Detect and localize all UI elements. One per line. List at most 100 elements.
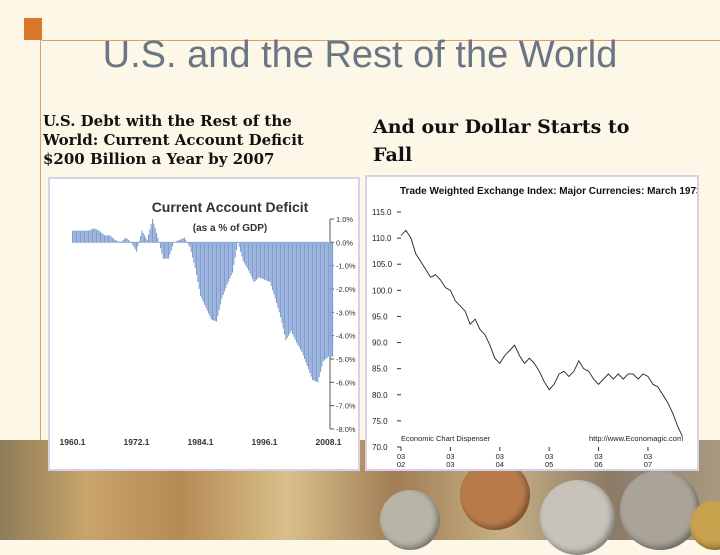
- chart-title: Current Account Deficit: [152, 199, 309, 215]
- bar: [269, 242, 271, 282]
- bar: [160, 242, 162, 249]
- bar: [212, 242, 214, 320]
- bar: [76, 230, 78, 243]
- bar: [230, 242, 232, 276]
- bar: [258, 242, 260, 278]
- bar: [262, 242, 264, 280]
- bar: [90, 229, 92, 243]
- bar: [152, 219, 154, 243]
- bar: [73, 230, 75, 243]
- bar: [222, 242, 224, 295]
- bar: [305, 242, 307, 363]
- bar: [290, 242, 292, 331]
- bar: [285, 242, 287, 341]
- bar: [116, 240, 118, 243]
- current-account-deficit-chart: Current Account Deficit (as a % of GDP) 1.…: [60, 199, 356, 447]
- bar: [153, 223, 155, 243]
- y-tick-label: 115.0: [372, 208, 392, 217]
- x-tick-label: 1996.1: [252, 437, 278, 447]
- bar: [280, 242, 282, 317]
- bar: [248, 242, 250, 271]
- bar: [218, 242, 220, 310]
- bar: [162, 242, 164, 259]
- y-tick-label: 1.0%: [336, 215, 353, 224]
- y-tick-label: -4.0%: [336, 332, 356, 341]
- bar: [326, 242, 328, 358]
- title-underline: [42, 40, 720, 41]
- bar: [314, 242, 316, 382]
- bar: [170, 242, 172, 251]
- x-tick-label-top: 03: [446, 452, 454, 461]
- bar: [317, 242, 319, 383]
- bar: [117, 241, 119, 243]
- bar: [165, 242, 167, 259]
- bar: [94, 228, 96, 243]
- bar: [134, 242, 136, 250]
- bar: [104, 235, 106, 243]
- bar: [206, 242, 208, 311]
- bar: [260, 242, 262, 278]
- y-tick-label: 110.0: [372, 234, 392, 243]
- bar: [298, 242, 300, 348]
- bar: [144, 235, 146, 243]
- bar: [150, 224, 152, 243]
- exchange-index-chart-panel: Trade Weighted Exchange Index: Major Cur…: [365, 175, 720, 471]
- source-left: Economic Chart Dispenser: [401, 434, 491, 443]
- y-tick-label: 75.0: [372, 417, 388, 426]
- bar: [257, 242, 259, 279]
- y-tick-label: 70.0: [372, 443, 388, 452]
- bar: [149, 229, 151, 243]
- bar: [309, 242, 311, 373]
- bar: [252, 242, 254, 280]
- y-tick-label: -6.0%: [336, 378, 356, 387]
- y-tick-label: -1.0%: [336, 262, 356, 271]
- bar: [101, 233, 103, 243]
- bar: [100, 231, 102, 243]
- current-account-chart-panel: Current Account Deficit (as a % of GDP) 1.…: [48, 177, 360, 471]
- bar: [72, 230, 74, 243]
- x-tick-label: 2008.1: [316, 437, 342, 447]
- slide-title: U.S. and the Rest of the World: [102, 34, 618, 76]
- bar: [310, 242, 312, 377]
- bar: [221, 242, 223, 299]
- bar: [86, 230, 88, 243]
- bar: [110, 236, 112, 243]
- bar: [133, 242, 135, 247]
- bar: [156, 233, 158, 243]
- x-tick-label-top: 03: [496, 452, 504, 461]
- bar: [180, 239, 182, 243]
- bar: [113, 238, 115, 243]
- bar: [240, 242, 242, 252]
- bar: [89, 230, 91, 243]
- y-tick-label: -2.0%: [336, 285, 356, 294]
- bar: [80, 230, 82, 243]
- bar: [181, 238, 183, 243]
- bar: [214, 242, 216, 322]
- bar: [232, 242, 234, 273]
- bar: [249, 242, 251, 274]
- x-tick-label-top: 03: [594, 452, 602, 461]
- exchange-index-chart: Trade Weighted Exchange Index: Major Cur…: [372, 186, 720, 469]
- bar: [129, 241, 131, 243]
- bar: [93, 228, 95, 243]
- y-tick-label: 100.0: [372, 286, 393, 295]
- bar: [98, 230, 100, 243]
- x-tick-label-bottom: 03: [446, 460, 454, 469]
- bar: [325, 242, 327, 359]
- y-tick-label: -7.0%: [336, 402, 356, 411]
- bar: [284, 242, 286, 335]
- bar: [276, 242, 278, 303]
- bar: [145, 237, 147, 243]
- bar: [238, 242, 240, 247]
- bar: [270, 242, 272, 287]
- bar: [245, 242, 247, 266]
- bar: [330, 242, 332, 357]
- bar: [229, 242, 231, 279]
- bar: [293, 242, 295, 337]
- bar: [202, 242, 204, 302]
- bar: [241, 242, 243, 257]
- bar: [286, 242, 288, 338]
- bar: [332, 242, 334, 357]
- bar: [300, 242, 302, 350]
- bar: [105, 235, 107, 243]
